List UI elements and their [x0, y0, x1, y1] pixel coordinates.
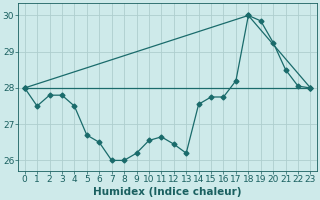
X-axis label: Humidex (Indice chaleur): Humidex (Indice chaleur) — [93, 187, 242, 197]
